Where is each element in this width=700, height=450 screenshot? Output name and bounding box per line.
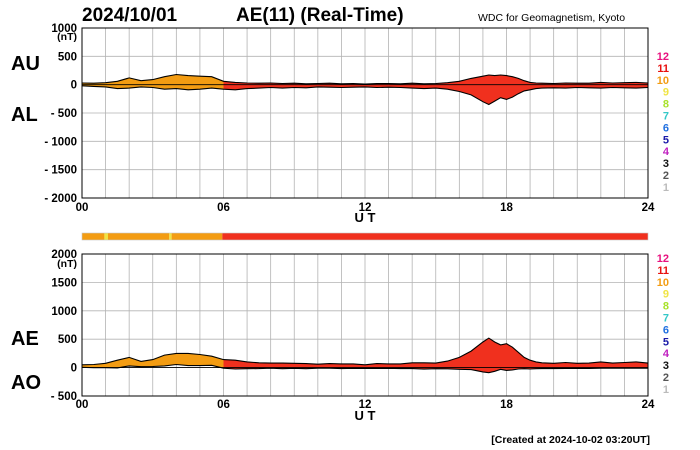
station-count-label: 6 [663, 122, 669, 134]
station-count-label: 12 [657, 253, 669, 265]
y-tick-label: - 1500 [44, 165, 77, 177]
y-tick-label: 2000 [51, 249, 77, 261]
ae-label: AE [11, 328, 39, 350]
ae-ao-panel: 2000 1500 1000 500 0 - 500 (nT) 00 06 12 18 24 U T [51, 249, 655, 423]
y-tick-label: 0 [71, 363, 77, 375]
station-count-label: 5 [663, 134, 669, 146]
station-count-label: 6 [663, 324, 669, 336]
x-tick-label: 18 [500, 202, 513, 214]
station-count-label: 9 [663, 289, 669, 301]
station-count-label: 12 [657, 51, 669, 63]
y-tick-label: - 1000 [44, 136, 77, 148]
coverage-segment [82, 233, 105, 240]
source-label: WDC for Geomagnetism, Kyoto [478, 12, 625, 24]
unit-label: (nT) [57, 31, 77, 43]
al-label: AL [11, 104, 38, 126]
coverage-segment [222, 233, 648, 240]
y-tick-label: - 500 [51, 108, 77, 120]
station-count-label: 3 [663, 158, 669, 170]
coverage-segment [104, 233, 108, 240]
plot-frame [81, 27, 649, 199]
station-count-label: 4 [663, 146, 670, 158]
station-count-label: 10 [657, 277, 669, 289]
station-count-label: 10 [657, 75, 669, 87]
coverage-segment [171, 233, 223, 240]
station-count-label: 8 [663, 99, 669, 111]
area-fill-early [82, 74, 224, 90]
plot-frame [81, 253, 649, 397]
au-label: AU [11, 53, 40, 75]
station-count-label: 8 [663, 301, 669, 313]
station-count-label: 1 [663, 182, 669, 194]
x-tick-label: 12 [359, 202, 372, 214]
series-line-ao [81, 363, 648, 374]
unit-label: (nT) [57, 258, 77, 270]
area-fill-early [82, 353, 224, 369]
x-tick-label: 00 [76, 202, 89, 214]
x-axis-label: U T [355, 210, 376, 225]
station-count-label: 4 [663, 348, 670, 360]
series-line-al [81, 85, 649, 106]
station-count-label: 1 [663, 384, 669, 396]
station-count-label: 3 [663, 360, 669, 372]
station-count-label: 2 [663, 170, 669, 182]
chart-title: AE(11) (Real-Time) [236, 5, 404, 26]
date-label: 2024/10/01 [82, 5, 178, 26]
x-tick-label: 06 [217, 399, 230, 411]
y-tick-label: 500 [58, 51, 77, 63]
y-tick-label: 1000 [51, 23, 77, 35]
y-tick-label: 500 [58, 334, 77, 346]
y-tick-label: 0 [71, 80, 77, 92]
series-line-ae [81, 337, 649, 366]
x-tick-label: 00 [76, 399, 89, 411]
y-tick-label: 1500 [51, 277, 77, 289]
x-tick-label: 06 [217, 202, 230, 214]
station-count-label: 5 [663, 336, 669, 348]
x-tick-label: 18 [500, 399, 513, 411]
station-count-label: 2 [663, 372, 669, 384]
coverage-segment [107, 233, 170, 240]
y-tick-label: - 2000 [44, 193, 77, 205]
coverage-frame [81, 232, 649, 241]
au-al-panel: 1000 500 0 - 500 - 1000 - 1500 - 2000 (nT) 00 06 1… [44, 23, 655, 225]
x-tick-label: 24 [642, 399, 655, 411]
station-count-label: 11 [657, 63, 669, 75]
coverage-segment [169, 233, 172, 240]
x-tick-label: 12 [359, 399, 372, 411]
station-count-label: 7 [663, 313, 669, 325]
created-timestamp: [Created at 2024-10-02 03:20UT] [491, 434, 650, 446]
coverage-bar [81, 232, 649, 241]
ao-label: AO [11, 372, 41, 394]
y-tick-label: - 500 [51, 391, 77, 403]
station-count-label: 11 [657, 265, 669, 277]
x-axis-label: U T [355, 408, 376, 423]
x-tick-label: 24 [642, 202, 655, 214]
y-tick-label: 1000 [51, 306, 77, 318]
series-line-au [81, 73, 649, 85]
station-count-label: 9 [663, 87, 669, 99]
station-count-label: 7 [663, 111, 669, 123]
